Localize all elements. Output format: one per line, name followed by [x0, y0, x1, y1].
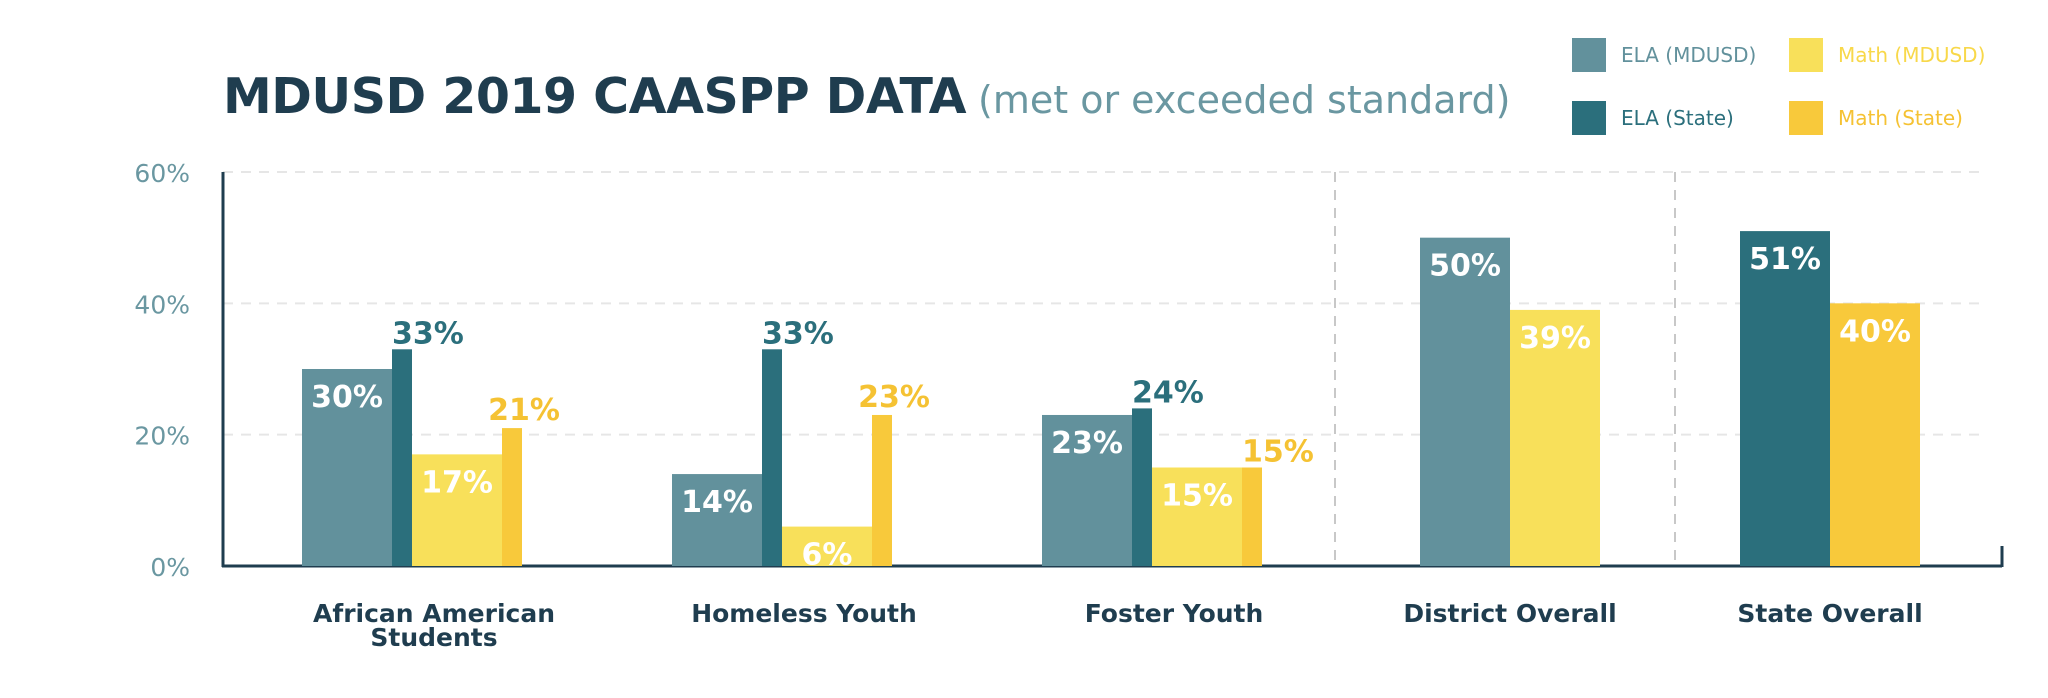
- data-label: 40%: [1839, 314, 1911, 349]
- chart-legend: ELA (MDUSD) Math (MDUSD) ELA (State) Mat…: [1572, 38, 2032, 138]
- data-label: 6%: [802, 538, 853, 573]
- legend-label: Math (MDUSD): [1838, 43, 1986, 67]
- y-tick-label: 0%: [150, 553, 190, 582]
- data-label: 14%: [681, 485, 753, 520]
- category-label: African American Students: [313, 599, 555, 652]
- data-label: 21%: [488, 393, 560, 428]
- bar: [302, 369, 392, 566]
- category-label-line: Students: [370, 623, 497, 652]
- bar: [1510, 309, 1600, 566]
- category-label: Foster Youth: [1085, 599, 1264, 628]
- legend-swatch: [1789, 101, 1823, 135]
- bar: [782, 526, 872, 566]
- y-tick-label: 60%: [134, 159, 190, 188]
- bar: [1152, 467, 1242, 566]
- chart-subtitle: (met or exceeded standard): [978, 78, 1511, 122]
- data-label: 15%: [1161, 479, 1233, 514]
- data-label: 23%: [1051, 426, 1123, 461]
- category-label: District Overall: [1403, 599, 1616, 628]
- data-label: 15%: [1242, 435, 1314, 470]
- legend-label: Math (State): [1838, 106, 1963, 130]
- category-label: State Overall: [1737, 599, 1922, 628]
- legend-label: ELA (MDUSD): [1621, 43, 1757, 67]
- category-label: Homeless Youth: [691, 599, 917, 628]
- bar: [1420, 237, 1510, 566]
- data-label: 33%: [762, 316, 834, 351]
- legend-item-ela-state: ELA (State): [1572, 101, 1734, 135]
- y-tick-label: 40%: [134, 290, 190, 319]
- bar: [1132, 408, 1152, 566]
- bar: [1740, 231, 1830, 566]
- data-label: 33%: [392, 316, 464, 351]
- legend-item-math-state: Math (State): [1789, 101, 1963, 135]
- legend-item-ela-mdusd: ELA (MDUSD): [1572, 38, 1756, 72]
- bar: [392, 349, 412, 566]
- legend-swatch: [1789, 38, 1823, 72]
- bar: [1242, 467, 1262, 566]
- bar: [412, 454, 502, 566]
- bar: [762, 349, 782, 566]
- data-label: 39%: [1519, 321, 1591, 356]
- bar: [1830, 303, 1920, 566]
- chart-title: MDUSD 2019 CAASPP DATA: [223, 68, 967, 125]
- bar: [1042, 414, 1132, 566]
- data-label: 51%: [1749, 242, 1821, 277]
- y-tick-label: 20%: [134, 422, 190, 451]
- chart-title-block: MDUSD 2019 CAASPP DATA (met or exceeded s…: [223, 68, 1510, 125]
- data-label: 24%: [1132, 375, 1204, 410]
- legend-label: ELA (State): [1621, 106, 1734, 130]
- legend-item-math-mdusd: Math (MDUSD): [1789, 38, 1985, 72]
- data-label: 30%: [311, 380, 383, 415]
- data-label: 50%: [1429, 249, 1501, 284]
- category-label-line: African American: [313, 599, 555, 628]
- legend-swatch: [1572, 101, 1606, 135]
- bar: [502, 428, 522, 566]
- legend-swatch: [1572, 38, 1606, 72]
- bar: [672, 474, 762, 566]
- data-label: 23%: [858, 380, 930, 415]
- data-label: 17%: [421, 465, 493, 500]
- bar: [872, 414, 892, 566]
